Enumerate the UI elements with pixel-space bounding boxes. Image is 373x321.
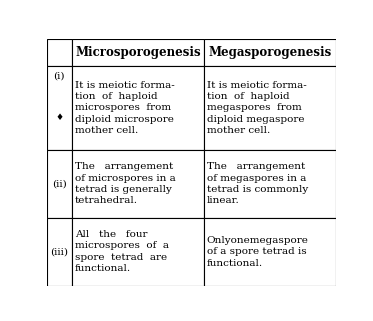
Text: (i): (i) xyxy=(54,72,65,81)
Bar xyxy=(47,150,72,218)
Text: All   the   four
microspores  of  a
spore  tetrad  are
functional.: All the four microspores of a spore tetr… xyxy=(75,230,169,273)
Bar xyxy=(72,218,204,286)
Text: The   arrangement
of microspores in a
tetrad is generally
tetrahedral.: The arrangement of microspores in a tetr… xyxy=(75,162,176,205)
Bar xyxy=(47,66,72,150)
Text: (iii): (iii) xyxy=(50,247,68,256)
Text: Onlyonemegaspore
of a spore tetrad is
functional.: Onlyonemegaspore of a spore tetrad is fu… xyxy=(207,236,308,268)
Text: (ii): (ii) xyxy=(52,179,67,188)
Bar xyxy=(72,66,204,150)
Text: ♦: ♦ xyxy=(55,114,63,123)
Bar xyxy=(47,39,72,66)
Bar xyxy=(204,66,336,150)
Bar xyxy=(204,218,336,286)
Bar xyxy=(204,150,336,218)
Text: It is meiotic forma-
tion  of  haploid
megaspores  from
diploid megaspore
mother: It is meiotic forma- tion of haploid meg… xyxy=(207,81,307,135)
Text: Megasporogenesis: Megasporogenesis xyxy=(208,46,332,59)
Text: It is meiotic forma-
tion  of  haploid
microspores  from
diploid microspore
moth: It is meiotic forma- tion of haploid mic… xyxy=(75,81,175,135)
Text: Microsporogenesis: Microsporogenesis xyxy=(75,46,201,59)
Bar xyxy=(72,150,204,218)
Text: The   arrangement
of megaspores in a
tetrad is commonly
linear.: The arrangement of megaspores in a tetra… xyxy=(207,162,308,205)
Bar xyxy=(47,218,72,286)
Bar xyxy=(204,39,336,66)
Bar xyxy=(72,39,204,66)
